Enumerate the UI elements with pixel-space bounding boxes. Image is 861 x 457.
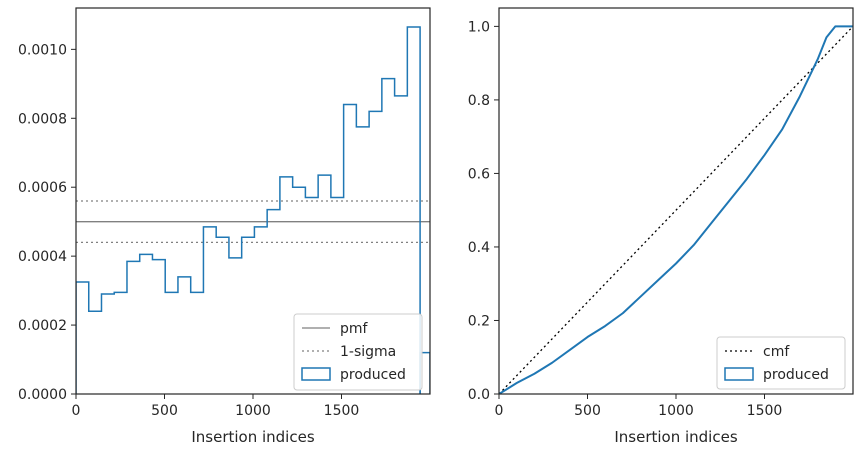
histogram-bar [280,177,293,394]
cumulative-axes-frame [499,8,853,394]
histogram-y-tick-label: 0.0010 [18,42,67,58]
histogram-bar [165,292,178,394]
legend-label: produced [340,367,406,383]
cumulative-legend: cmf produced [717,337,845,389]
cumulative-y-tick-label: 1.0 [468,19,490,35]
histogram-x-tick-label: 1500 [324,403,360,419]
histogram-x-ticks: 0 500 1000 1500 [72,394,360,419]
histogram-y-tick-label: 0.0006 [18,180,67,196]
legend-label: pmf [340,321,369,337]
histogram-bar [191,292,204,394]
cumulative-y-tick-label: 0.2 [468,313,490,329]
histogram-bar [229,258,242,394]
histogram-bar [267,210,280,394]
legend-label: produced [763,367,829,383]
histogram-x-tick-label: 0 [72,403,81,419]
histogram-y-tick-label: 0.0008 [18,111,67,127]
cumulative-panel: 0 500 1000 1500 0.0 0.2 0.4 0.6 0.8 1.0 Insertio… [468,8,853,446]
histogram-y-tick-label: 0.0002 [18,318,67,334]
histogram-bar [203,227,216,394]
histogram-bar [76,282,89,394]
cumulative-y-tick-label: 0.4 [468,240,490,256]
cumulative-y-tick-label: 0.8 [468,93,490,109]
histogram-y-ticks: 0.0000 0.0002 0.0004 0.0006 0.0008 0.0010 [18,42,76,403]
histogram-bar [89,311,102,394]
cumulative-x-ticks: 0 500 1000 1500 [495,394,783,419]
legend-label: 1-sigma [340,344,396,360]
cumulative-x-tick-label: 1500 [747,403,783,419]
histogram-bar [114,292,127,394]
histogram-x-axis-label: Insertion indices [191,428,314,446]
histogram-bar [140,254,153,394]
cumulative-y-ticks: 0.0 0.2 0.4 0.6 0.8 1.0 [468,19,499,403]
histogram-x-tick-label: 500 [151,403,178,419]
histogram-y-tick-label: 0.0004 [18,249,67,265]
histogram-y-tick-label: 0.0000 [18,387,67,403]
histogram-bar [101,294,114,394]
histogram-bar [178,277,191,394]
cumulative-x-axis-label: Insertion indices [614,428,737,446]
histogram-bar [127,261,140,394]
cumulative-x-tick-label: 500 [574,403,601,419]
histogram-legend: pmf 1-sigma produced [294,314,422,390]
histogram-bar [254,227,267,394]
histogram-x-tick-label: 1000 [235,403,271,419]
cumulative-y-tick-label: 0.6 [468,166,490,182]
histogram-bar [152,260,165,394]
cumulative-x-tick-label: 0 [495,403,504,419]
cumulative-y-tick-label: 0.0 [468,387,490,403]
cumulative-x-tick-label: 1000 [658,403,694,419]
legend-label: cmf [763,344,790,360]
histogram-bar [216,237,229,394]
histogram-bar [242,237,255,394]
